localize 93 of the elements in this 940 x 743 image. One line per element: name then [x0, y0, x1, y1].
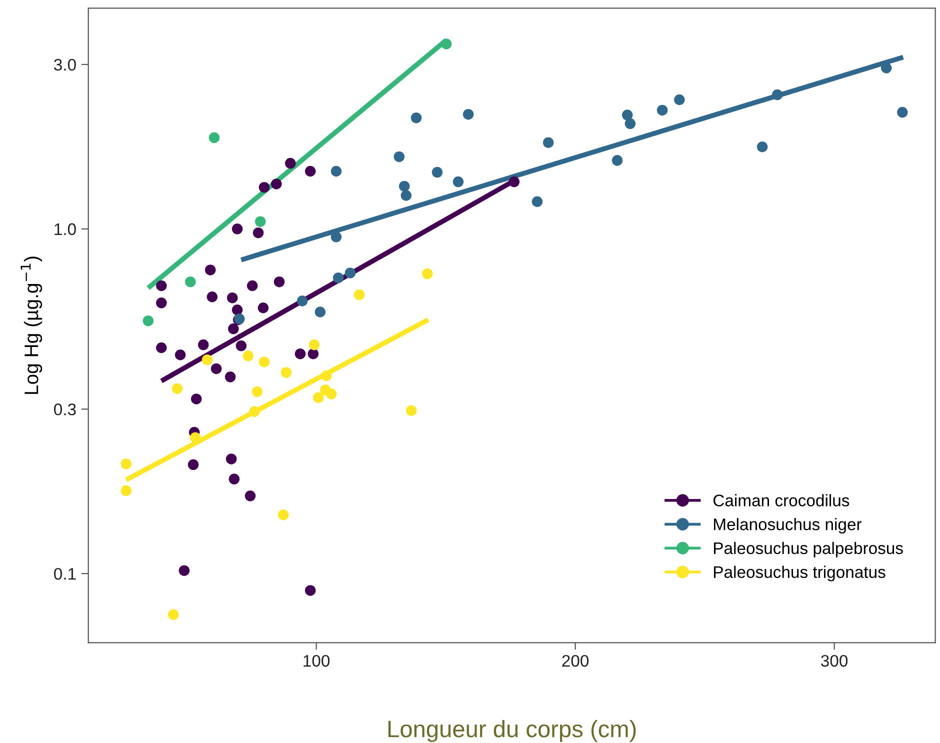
point — [308, 348, 319, 360]
x-tick-label: 300 — [821, 654, 848, 667]
point — [756, 141, 768, 152]
point — [202, 354, 213, 366]
point — [142, 315, 154, 326]
point — [330, 166, 342, 177]
point — [172, 383, 183, 394]
point — [120, 485, 132, 496]
point — [226, 454, 237, 464]
point — [674, 94, 685, 106]
point — [156, 342, 167, 354]
point — [332, 272, 344, 284]
x-axis-title: Longueur du corps (cm) — [388, 720, 636, 742]
point — [228, 474, 240, 484]
legend-label: Melanosuchus niger — [714, 518, 862, 534]
y-tick-label: 0.3 — [54, 404, 76, 416]
point — [304, 166, 316, 177]
point — [398, 180, 410, 192]
point — [410, 112, 422, 124]
point — [304, 585, 316, 596]
x-tick-label: 100 — [304, 654, 330, 667]
point — [254, 216, 266, 227]
point — [394, 151, 405, 162]
point — [326, 388, 337, 400]
point — [312, 392, 324, 403]
point — [622, 110, 633, 120]
point — [542, 137, 554, 148]
point — [258, 356, 270, 368]
x-tick-label: 200 — [562, 654, 589, 667]
point — [296, 296, 308, 306]
point — [168, 609, 179, 620]
point — [308, 339, 320, 350]
point — [236, 340, 247, 352]
point — [178, 565, 190, 576]
point — [462, 108, 474, 120]
point — [190, 432, 201, 443]
point — [208, 132, 220, 144]
point — [252, 386, 263, 398]
point — [880, 62, 892, 74]
point — [198, 339, 209, 350]
point — [190, 394, 202, 404]
point — [232, 224, 243, 234]
point — [612, 155, 623, 166]
point — [242, 350, 254, 362]
point — [400, 190, 412, 201]
point — [532, 196, 543, 207]
point — [897, 106, 908, 118]
legend-label: Paleosuchus palpebrosus — [714, 542, 903, 558]
point — [321, 370, 332, 382]
point — [280, 367, 292, 378]
y-tick-label: 3.0 — [54, 58, 76, 71]
point — [210, 363, 222, 374]
point — [185, 276, 196, 288]
point — [274, 276, 285, 288]
point — [252, 227, 264, 238]
y-tick-label: 1.0 — [54, 223, 76, 236]
point — [656, 104, 668, 116]
legend-label: Paleosuchus trigonatus — [714, 566, 886, 582]
point — [246, 280, 258, 292]
point — [228, 323, 239, 334]
legend-label: Caiman crocodilus — [713, 494, 850, 506]
point — [258, 182, 270, 193]
point — [249, 406, 260, 418]
point — [452, 176, 464, 188]
point — [271, 178, 282, 190]
point — [772, 89, 783, 100]
point — [204, 264, 216, 276]
point — [624, 118, 636, 130]
point — [188, 459, 199, 470]
point — [232, 304, 243, 316]
point — [440, 38, 452, 50]
point — [258, 302, 269, 314]
point — [224, 372, 236, 382]
point — [354, 289, 365, 300]
point — [285, 158, 296, 169]
point — [508, 176, 520, 188]
point — [120, 458, 132, 470]
point — [406, 405, 417, 416]
point — [422, 268, 433, 280]
point — [156, 280, 167, 292]
point — [432, 166, 443, 178]
point — [278, 509, 289, 520]
point — [206, 291, 218, 302]
point — [244, 490, 256, 502]
point — [226, 292, 238, 304]
point — [156, 298, 167, 308]
point — [294, 348, 306, 360]
y-tick-label: 0.1 — [54, 568, 76, 580]
y-axis-title: Log Hg (µg.g$^{−1}$) — [20, 256, 42, 394]
point — [314, 306, 326, 318]
point — [174, 350, 186, 360]
point — [344, 268, 356, 278]
point — [330, 232, 342, 242]
